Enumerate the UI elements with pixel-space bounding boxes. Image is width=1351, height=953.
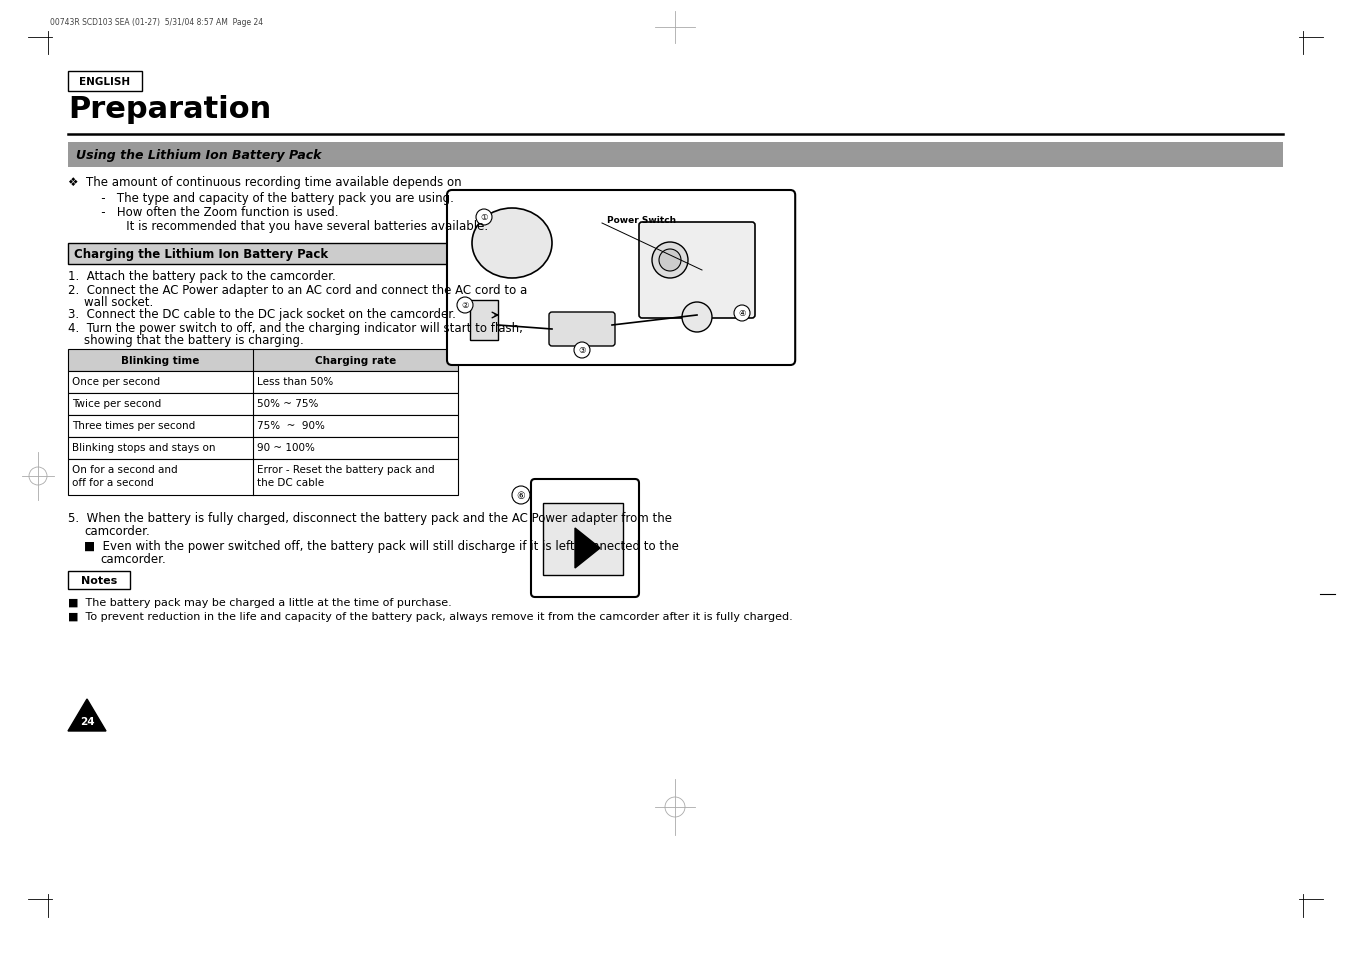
Text: On for a second and: On for a second and [72,464,177,475]
Text: ②: ② [461,301,469,310]
Text: Once per second: Once per second [72,376,161,387]
Text: Less than 50%: Less than 50% [257,376,334,387]
Text: Using the Lithium Ion Battery Pack: Using the Lithium Ion Battery Pack [76,149,322,162]
Text: camcorder.: camcorder. [100,553,166,565]
Circle shape [512,486,530,504]
Bar [68,459,458,496]
Text: camcorder.: camcorder. [84,524,150,537]
FancyBboxPatch shape [549,313,615,347]
Circle shape [457,297,473,314]
Circle shape [574,343,590,358]
Text: 1.  Attach the battery pack to the camcorder.: 1. Attach the battery pack to the camcor… [68,270,336,283]
Bar [68,437,458,459]
Text: 90 ~ 100%: 90 ~ 100% [257,442,315,453]
Text: 24: 24 [80,717,95,726]
Bar [543,503,623,576]
Text: It is recommended that you have several batteries available.: It is recommended that you have several … [100,220,488,233]
Text: ■  The battery pack may be charged a little at the time of purchase.: ■ The battery pack may be charged a litt… [68,598,451,607]
Text: 75%  ~  90%: 75% ~ 90% [257,420,324,431]
Text: Preparation: Preparation [68,95,272,124]
Polygon shape [576,529,600,568]
Polygon shape [68,700,105,731]
Text: -   How often the Zoom function is used.: - How often the Zoom function is used. [91,206,339,219]
Text: ENGLISH: ENGLISH [80,77,131,87]
Circle shape [682,303,712,333]
Text: wall socket.: wall socket. [84,295,153,309]
Text: Charging rate: Charging rate [315,355,396,366]
Bar [68,394,458,416]
Text: ■  To prevent reduction in the life and capacity of the battery pack, always rem: ■ To prevent reduction in the life and c… [68,612,793,621]
Circle shape [734,306,750,322]
Text: off for a second: off for a second [72,477,154,488]
Bar [68,71,142,91]
Text: Charging the Lithium Ion Battery Pack: Charging the Lithium Ion Battery Pack [74,248,328,261]
Ellipse shape [471,209,553,278]
Text: 50% ~ 75%: 50% ~ 75% [257,398,319,409]
Text: Blinking stops and stays on: Blinking stops and stays on [72,442,216,453]
FancyBboxPatch shape [531,479,639,598]
Text: ❖  The amount of continuous recording time available depends on: ❖ The amount of continuous recording tim… [68,175,462,189]
Text: Notes: Notes [81,576,118,585]
Text: 4.  Turn the power switch to off, and the charging indicator will start to flash: 4. Turn the power switch to off, and the… [68,322,523,335]
Text: -   The type and capacity of the battery pack you are using.: - The type and capacity of the battery p… [91,192,454,205]
Text: ③: ③ [578,346,586,355]
Text: 00743R SCD103 SEA (01-27)  5/31/04 8:57 AM  Page 24: 00743R SCD103 SEA (01-27) 5/31/04 8:57 A… [50,18,263,27]
Text: Power Switch: Power Switch [607,215,676,225]
Bar [68,372,458,394]
Text: 2.  Connect the AC Power adapter to an AC cord and connect the AC cord to a: 2. Connect the AC Power adapter to an AC… [68,284,527,296]
FancyBboxPatch shape [447,191,796,366]
Text: showing that the battery is charging.: showing that the battery is charging. [84,334,304,347]
Text: ⑥: ⑥ [516,491,526,500]
Text: the DC cable: the DC cable [257,477,324,488]
Text: Three times per second: Three times per second [72,420,196,431]
Text: Error - Reset the battery pack and: Error - Reset the battery pack and [257,464,435,475]
FancyBboxPatch shape [639,223,755,318]
Circle shape [659,250,681,272]
Bar [68,350,458,372]
Text: 3.  Connect the DC cable to the DC jack socket on the camcorder.: 3. Connect the DC cable to the DC jack s… [68,308,455,320]
Circle shape [476,210,492,226]
Bar [68,572,130,589]
Bar [68,416,458,437]
Bar [470,301,499,340]
Text: ④: ④ [738,309,746,318]
Text: ■  Even with the power switched off, the battery pack will still discharge if it: ■ Even with the power switched off, the … [84,539,678,553]
Bar [68,244,449,265]
Text: Twice per second: Twice per second [72,398,161,409]
Circle shape [653,243,688,278]
Text: 5.  When the battery is fully charged, disconnect the battery pack and the AC Po: 5. When the battery is fully charged, di… [68,512,671,524]
Bar [68,143,1283,168]
Text: ①: ① [480,213,488,222]
Text: Blinking time: Blinking time [122,355,200,366]
